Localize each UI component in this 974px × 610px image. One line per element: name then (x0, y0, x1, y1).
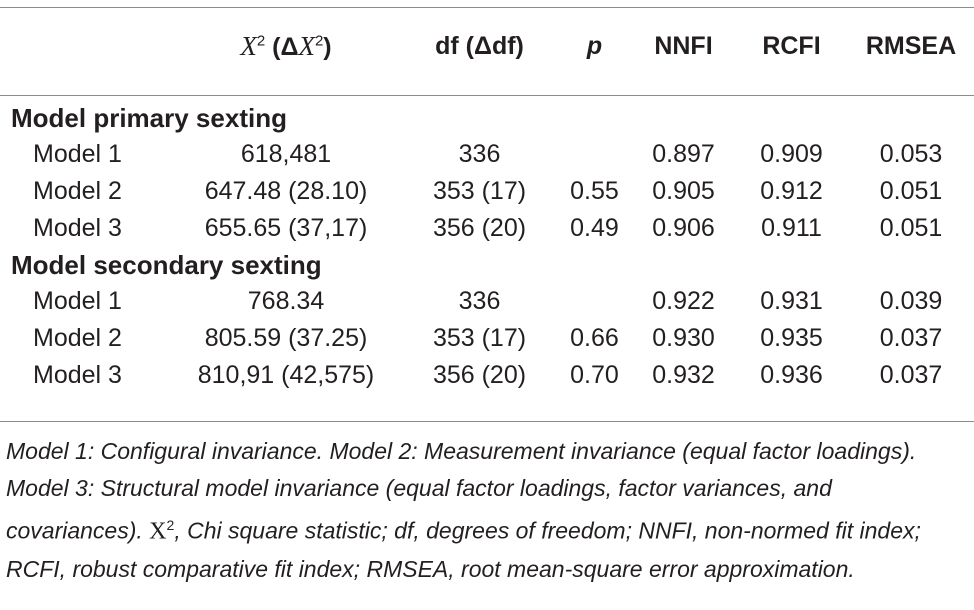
header-row: X2 (ΔX2) df (Δdf) p NNFI RCFI RMSEA (0, 0, 974, 92)
p-cell: 0.55 (570, 177, 619, 205)
chi-cell: 647.48 (28.10) (204, 177, 368, 205)
top-rule (0, 7, 974, 8)
nnfi-cell: 0.897 (652, 140, 715, 168)
table-row: Model 3 810,91 (42,575) 356 (20) 0.70 0.… (0, 357, 974, 394)
nnfi-cell: 0.932 (652, 361, 715, 389)
df-cell: 336 (458, 140, 501, 168)
nnfi-cell: 0.922 (652, 287, 715, 315)
model-cell: Model 1 (33, 140, 122, 168)
df-cell: 353 (17) (432, 177, 527, 205)
table-footnote: Model 1: Configural invariance. Model 2:… (6, 433, 966, 588)
chi-symbol: X (240, 30, 257, 61)
header-rcfi: RCFI (762, 31, 821, 60)
header-model (0, 0, 170, 92)
df-cell: 353 (17) (432, 324, 527, 352)
model-cell: Model 3 (33, 214, 122, 242)
df-cell: 356 (20) (432, 361, 527, 389)
p-cell (557, 283, 632, 320)
chi-cell: 768.34 (247, 287, 325, 315)
table-row: Model 3 655.65 (37,17) 356 (20) 0.49 0.9… (0, 210, 974, 247)
model-cell: Model 3 (33, 361, 122, 389)
rcfi-cell: 0.931 (760, 287, 823, 315)
rmsea-cell: 0.051 (879, 214, 943, 242)
df-cell: 356 (20) (432, 214, 527, 242)
table-row: Model 1 768.34 336 0.922 0.931 0.039 (0, 283, 974, 320)
model-cell: Model 2 (33, 324, 122, 352)
header-df: df (Δdf) (435, 31, 524, 60)
chi-sup-delta: 2 (314, 32, 324, 50)
section-title: Model primary sexting (11, 102, 287, 133)
section-heading-secondary: Model secondary sexting (0, 247, 974, 283)
footnote-chi-sup: 2 (166, 517, 175, 533)
p-cell: 0.49 (570, 214, 619, 242)
header-nnfi: NNFI (654, 31, 713, 60)
rmsea-cell: 0.037 (879, 324, 943, 352)
rmsea-cell: 0.037 (879, 361, 943, 389)
df-cell: 336 (458, 287, 501, 315)
model-cell: Model 1 (33, 287, 122, 315)
model-cell: Model 2 (33, 177, 122, 205)
rmsea-cell: 0.051 (879, 177, 943, 205)
chi-open: (Δ (265, 32, 299, 61)
p-cell (557, 136, 632, 173)
rcfi-cell: 0.912 (760, 177, 823, 205)
chi-cell: 655.65 (37,17) (204, 214, 368, 242)
footnote-text-2: , Chi square statistic; df, degrees of f… (6, 517, 921, 582)
fit-indices-table: X2 (ΔX2) df (Δdf) p NNFI RCFI RMSEA Mode… (0, 0, 974, 394)
rcfi-cell: 0.935 (760, 324, 823, 352)
table-row: Model 1 618,481 336 0.897 0.909 0.053 (0, 136, 974, 173)
p-cell: 0.70 (570, 361, 619, 389)
rcfi-cell: 0.936 (760, 361, 823, 389)
bottom-rule (0, 421, 974, 422)
chi-cell: 618,481 (240, 140, 332, 168)
nnfi-cell: 0.906 (652, 214, 715, 242)
nnfi-cell: 0.905 (652, 177, 715, 205)
rcfi-cell: 0.911 (761, 214, 822, 242)
rmsea-cell: 0.039 (879, 287, 943, 315)
chi-close: ) (323, 32, 332, 61)
header-rule (0, 95, 974, 96)
table-row: Model 2 647.48 (28.10) 353 (17) 0.55 0.9… (0, 173, 974, 210)
header-chi-square: X2 (ΔX2) (170, 0, 402, 92)
nnfi-cell: 0.930 (652, 324, 715, 352)
footnote-text-1: Model 1: Configural invariance. Model 2:… (6, 438, 917, 544)
section-heading-primary: Model primary sexting (0, 100, 974, 136)
header-rmsea: RMSEA (865, 31, 957, 60)
header-p: p (586, 31, 603, 60)
p-cell: 0.66 (570, 324, 619, 352)
chi-symbol-delta: X (298, 30, 315, 61)
chi-sup: 2 (256, 32, 266, 50)
chi-cell: 805.59 (37.25) (204, 324, 368, 352)
table-row: Model 2 805.59 (37.25) 353 (17) 0.66 0.9… (0, 320, 974, 357)
footnote-chi-symbol: X (149, 518, 167, 545)
rmsea-cell: 0.053 (879, 140, 943, 168)
chi-cell: 810,91 (42,575) (197, 361, 375, 389)
rcfi-cell: 0.909 (760, 140, 823, 168)
section-title: Model secondary sexting (11, 249, 322, 280)
